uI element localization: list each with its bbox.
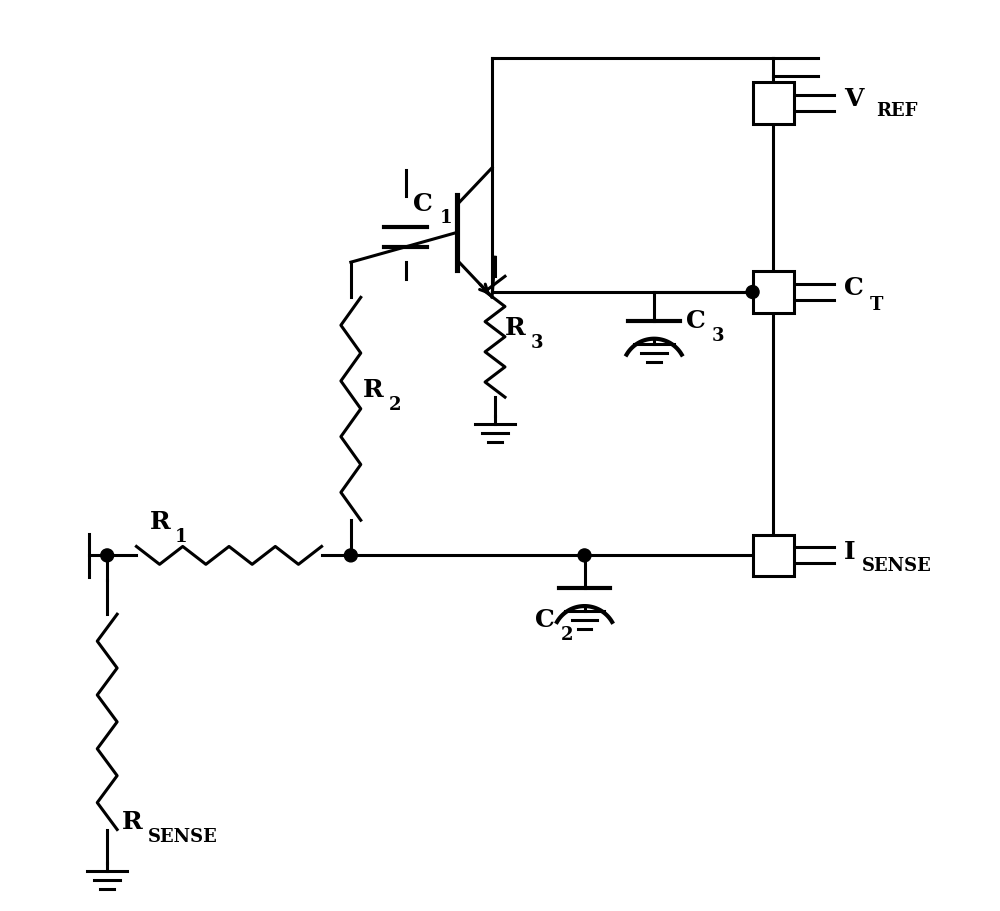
Text: SENSE: SENSE: [862, 557, 932, 575]
Text: R: R: [149, 509, 170, 533]
Text: C: C: [686, 309, 706, 333]
Text: 1: 1: [439, 210, 452, 227]
Text: T: T: [870, 295, 883, 313]
Text: C: C: [535, 608, 555, 631]
Bar: [753, 271, 794, 313]
Text: 2: 2: [389, 395, 401, 414]
Bar: [753, 535, 794, 577]
Text: 3: 3: [531, 333, 543, 352]
Text: 2: 2: [561, 625, 573, 643]
Text: R: R: [363, 377, 384, 402]
Text: R: R: [505, 315, 526, 340]
Text: C: C: [844, 276, 864, 300]
Text: C: C: [413, 191, 433, 215]
Text: I: I: [844, 540, 856, 564]
Text: SENSE: SENSE: [148, 827, 218, 845]
Text: REF: REF: [876, 102, 917, 120]
Circle shape: [746, 286, 759, 299]
Circle shape: [101, 549, 114, 562]
Text: 1: 1: [174, 527, 187, 545]
Text: V: V: [844, 87, 863, 111]
Bar: [753, 83, 794, 125]
Text: 3: 3: [712, 326, 724, 344]
Circle shape: [578, 549, 591, 562]
Text: R: R: [122, 809, 143, 834]
Circle shape: [344, 549, 357, 562]
